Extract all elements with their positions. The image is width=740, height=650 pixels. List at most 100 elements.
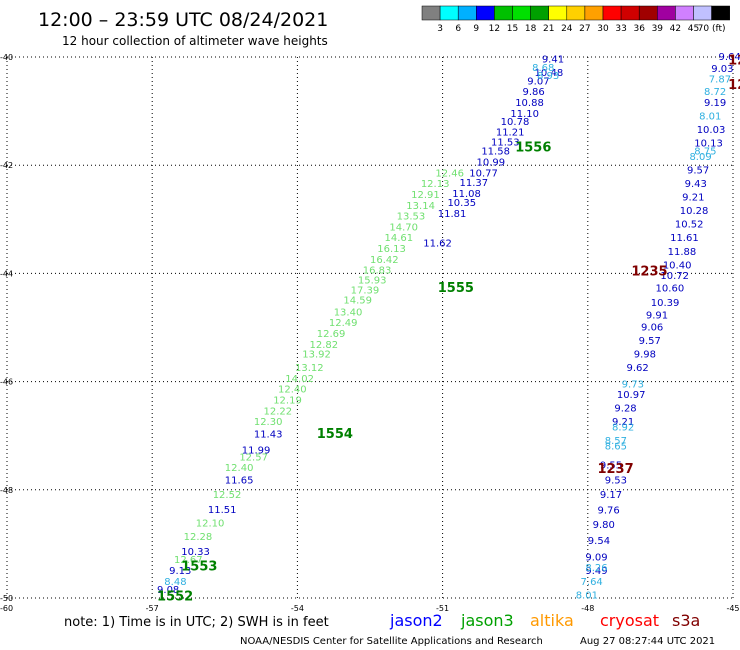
wave-height-label: 10.78: [501, 117, 530, 128]
colorbar-tick-label: 18: [525, 24, 537, 34]
wave-height-label: 11.58: [481, 147, 510, 158]
colorbar-swatch: [693, 5, 712, 21]
colorbar-swatch: [584, 5, 604, 21]
colorbar-tick-label: 27: [579, 24, 590, 34]
wave-height-label: 8.57: [605, 436, 627, 447]
colorbar-swatch: [421, 5, 441, 21]
wave-height-label: 9.08: [157, 585, 179, 596]
x-tick-label: -57: [146, 604, 159, 613]
wave-height-label: 10.39: [651, 298, 680, 309]
wave-height-label: 14.70: [389, 222, 418, 233]
wave-height-label: 12.46: [435, 168, 464, 179]
colorbar-tick-label: 12: [489, 24, 500, 34]
legend-entry: cryosat: [600, 611, 659, 630]
wave-height-label: 12.57: [239, 452, 268, 463]
wave-height-label: 10.99: [476, 157, 505, 168]
x-tick-label: -48: [581, 604, 594, 613]
wave-height-label: 8.75: [694, 147, 716, 158]
wave-height-label: 12.40: [225, 463, 254, 474]
wave-height-label: 10.35: [447, 198, 476, 209]
x-tick-label: -54: [291, 604, 304, 613]
legend-entry: altika: [530, 611, 574, 630]
pass-number-label: 1554: [317, 427, 353, 442]
wave-height-label: 9.76: [597, 505, 619, 516]
wave-height-label: 8.01: [699, 112, 721, 123]
colorbar-swatch: [457, 5, 477, 21]
wave-height-label: 12.30: [254, 417, 283, 428]
colorbar-tick-label: 30: [597, 24, 609, 34]
chart-title: 12:00 – 23:59 UTC 08/24/2021: [38, 9, 328, 31]
wave-height-label: 7.87: [709, 75, 731, 86]
wave-height-label: 11.99: [242, 445, 271, 456]
wave-height-label: 9.06: [641, 323, 663, 334]
wave-height-label: 9.55: [600, 460, 622, 471]
corner-tick-label: -60: [0, 604, 13, 613]
wave-height-label: 9.98: [634, 350, 656, 361]
colorbar-tick-label: 70 (ft): [698, 24, 726, 34]
colorbar-swatch: [530, 5, 549, 21]
colorbar-tick-label: 24: [561, 24, 573, 34]
colorbar-tick-label: 39: [652, 24, 664, 34]
wave-height-label: 11.37: [460, 178, 489, 189]
wave-height-label: 12.19: [273, 396, 302, 407]
wave-height-label: 9.09: [585, 552, 607, 563]
y-tick-label: -50: [0, 594, 13, 603]
colorbar-tick-label: 15: [507, 24, 518, 34]
wave-height-label: 12.28: [184, 532, 213, 543]
wave-height-label: 13.14: [406, 201, 435, 212]
wave-height-label: 10.72: [660, 271, 689, 282]
y-tick-label: -48: [0, 486, 13, 495]
wave-height-label: 9.21: [682, 193, 704, 204]
wave-height-label: 10.28: [680, 206, 709, 217]
legend-entry: s3a: [672, 611, 700, 630]
footer-credit: NOAA/NESDIS Center for Satellite Applica…: [240, 636, 543, 647]
pass-number-label: 1236: [728, 78, 740, 93]
wave-height-values: 9.08 9.13 10.33 11.51 11.65 11.99 11.43 11.62 11…: [157, 52, 740, 601]
wave-height-label: 10.60: [656, 284, 685, 295]
pass-number-label: 1555: [438, 281, 474, 296]
wave-height-label: 9.07: [527, 76, 549, 87]
pass-number-label: 1237: [597, 462, 633, 477]
x-tick-label: -45: [726, 604, 739, 613]
legend-entry: jason2: [389, 611, 443, 630]
wave-height-label: 13.12: [295, 363, 324, 374]
colorbar-swatch: [512, 5, 531, 21]
colorbar-swatch: [620, 5, 640, 21]
wave-height-label: 12.69: [317, 329, 346, 340]
wave-height-label: 10.33: [181, 547, 210, 558]
wave-height-label: 11.53: [491, 137, 520, 148]
wave-height-label: 10.40: [663, 260, 692, 271]
x-tick-label: -51: [436, 604, 449, 613]
units-note: note: 1) Time is in UTC; 2) SWH is in fe…: [64, 615, 329, 630]
colorbar-swatch: [657, 5, 676, 21]
colorbar-swatch: [494, 5, 513, 21]
wave-height-label: 13.92: [302, 350, 331, 361]
wave-height-label: 16.83: [363, 266, 392, 277]
wave-height-label: 9.43: [685, 179, 707, 190]
wave-height-label: 11.43: [254, 430, 283, 441]
wave-height-label: 10.52: [675, 220, 704, 231]
legend-entry: jason3: [460, 611, 514, 630]
wave-height-label: 9.54: [588, 536, 610, 547]
wave-height-label: 10.48: [535, 68, 564, 79]
colorbar-swatch: [638, 5, 658, 21]
colorbar-swatch: [675, 5, 694, 21]
wave-height-label: 11.51: [208, 505, 237, 516]
pass-number-label: 1552: [157, 589, 193, 604]
colorbar-tick-label: 36: [633, 24, 645, 34]
wave-height-label: 9.62: [627, 363, 649, 374]
colorbar-swatch: [711, 5, 730, 21]
wave-height-label: 11.08: [452, 189, 481, 200]
wave-height-label: 12.13: [421, 179, 450, 190]
wave-height-label: 10.88: [515, 98, 544, 109]
y-tick-label: -46: [0, 378, 13, 387]
pass-labels: 1552 1553 1554 1555 1556 1235 1237 1236 12: [157, 54, 740, 605]
wave-height-label: 7.64: [581, 577, 603, 588]
wave-height-label: 11.65: [225, 476, 254, 487]
wave-height-label: 9.17: [600, 490, 622, 501]
wave-height-label: 17.39: [351, 286, 380, 297]
colorbar-tick-label: 6: [455, 24, 461, 34]
wave-height-label: 9.86: [522, 87, 544, 98]
